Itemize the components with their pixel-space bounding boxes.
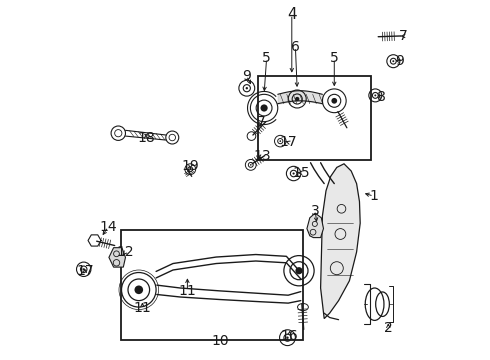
Text: 9: 9 <box>395 54 404 68</box>
Text: 4: 4 <box>287 7 296 22</box>
Text: 11: 11 <box>133 301 151 315</box>
Text: 7: 7 <box>399 29 408 43</box>
Circle shape <box>295 97 299 101</box>
Text: 17: 17 <box>76 264 94 278</box>
Bar <box>258 76 371 160</box>
Circle shape <box>293 172 294 175</box>
Text: 17: 17 <box>279 135 297 149</box>
Text: 9: 9 <box>242 69 251 82</box>
Text: 16: 16 <box>280 329 298 342</box>
Text: 3: 3 <box>311 204 319 217</box>
Text: 11: 11 <box>178 284 196 298</box>
Circle shape <box>286 337 289 339</box>
Circle shape <box>250 164 251 166</box>
Text: 15: 15 <box>292 166 310 180</box>
Text: 1: 1 <box>369 189 378 203</box>
Text: 12: 12 <box>117 245 134 259</box>
Text: 5: 5 <box>262 51 271 65</box>
Text: 2: 2 <box>384 321 392 335</box>
Bar <box>121 230 303 340</box>
Text: 19: 19 <box>181 159 199 172</box>
Circle shape <box>190 168 191 170</box>
Circle shape <box>392 60 394 62</box>
Circle shape <box>279 140 281 142</box>
Circle shape <box>295 267 303 274</box>
Text: 10: 10 <box>212 334 229 348</box>
Polygon shape <box>320 164 360 319</box>
Text: 14: 14 <box>99 220 117 234</box>
Circle shape <box>83 268 85 270</box>
Circle shape <box>374 94 376 96</box>
Text: 8: 8 <box>377 90 386 104</box>
Text: 13: 13 <box>253 149 271 163</box>
Circle shape <box>331 98 337 104</box>
Polygon shape <box>109 248 125 267</box>
Text: 5: 5 <box>330 51 339 65</box>
Circle shape <box>245 87 248 89</box>
Circle shape <box>261 104 268 112</box>
Text: 6: 6 <box>291 40 300 54</box>
Text: 18: 18 <box>137 131 155 144</box>
Circle shape <box>134 285 143 294</box>
Polygon shape <box>307 213 323 238</box>
Text: 7: 7 <box>257 116 266 129</box>
